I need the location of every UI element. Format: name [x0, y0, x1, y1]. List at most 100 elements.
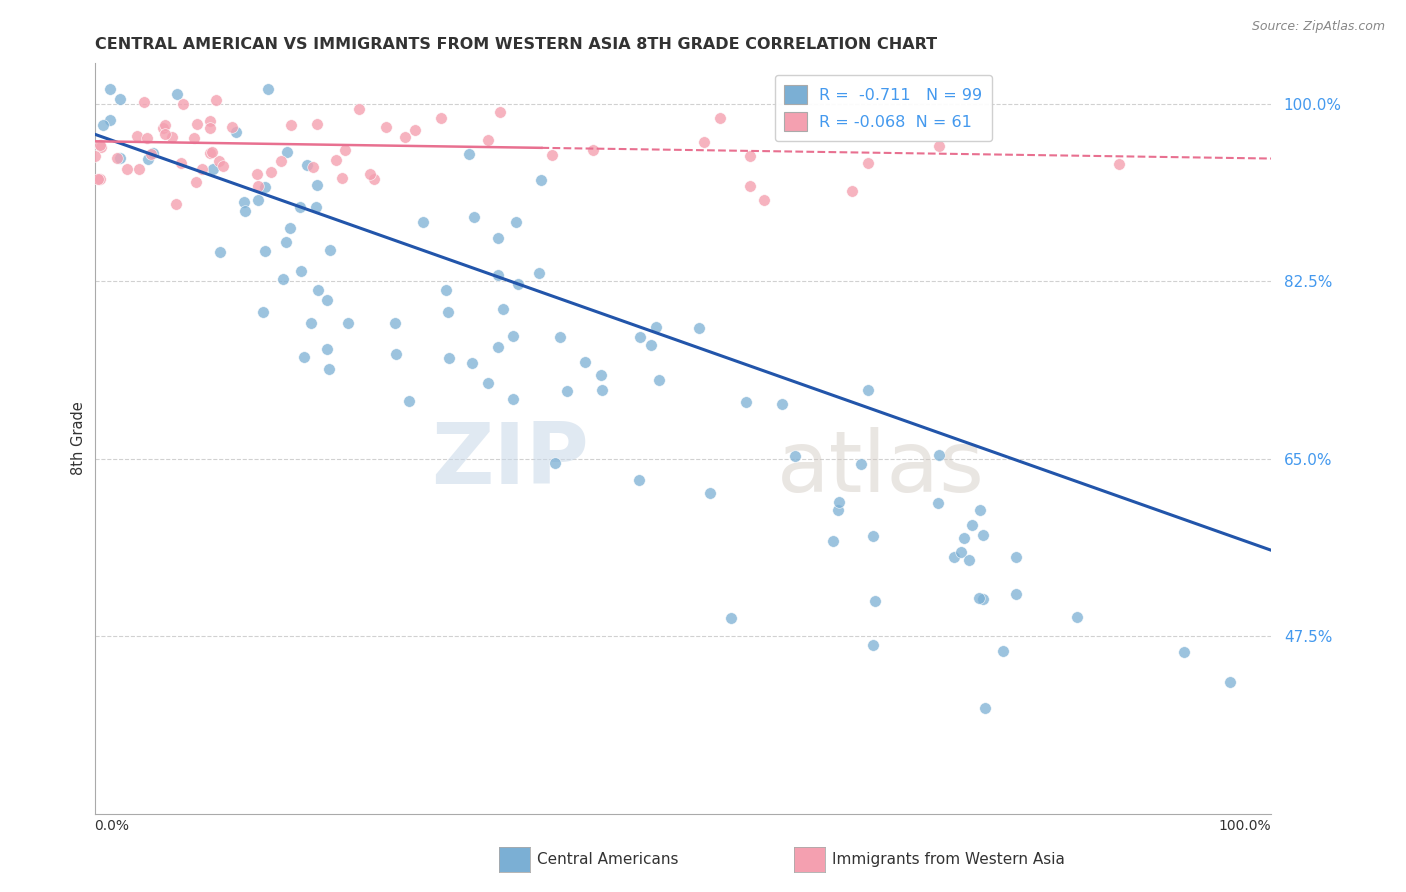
Point — [87, 172, 110, 186]
Point — [233, 204, 256, 219]
Point — [928, 139, 950, 153]
Point — [972, 528, 994, 542]
Point — [307, 178, 329, 193]
Point — [785, 449, 807, 463]
Point — [292, 350, 315, 364]
Point — [136, 131, 159, 145]
Point — [486, 268, 509, 282]
Point — [89, 171, 111, 186]
Point — [139, 146, 162, 161]
Point — [252, 304, 274, 318]
Point — [429, 111, 451, 125]
Point — [201, 145, 224, 159]
Point — [333, 143, 356, 157]
Point — [128, 162, 150, 177]
Point — [530, 173, 553, 187]
Point — [486, 340, 509, 354]
Text: Central Americans: Central Americans — [537, 853, 679, 867]
Point — [477, 376, 499, 391]
Point — [198, 114, 221, 128]
Point — [100, 81, 122, 95]
Point — [1108, 157, 1130, 171]
Point — [709, 111, 731, 125]
Point — [550, 330, 572, 344]
Point — [305, 117, 328, 131]
Point — [302, 160, 325, 174]
Point — [183, 131, 205, 145]
Text: atlas: atlas — [776, 427, 984, 510]
Point — [290, 264, 312, 278]
Point — [827, 503, 849, 517]
Point — [93, 118, 115, 132]
Point — [541, 147, 564, 161]
Point — [752, 193, 775, 207]
Point — [688, 321, 710, 335]
Text: Immigrants from Western Asia: Immigrants from Western Asia — [832, 853, 1066, 867]
Text: CENTRAL AMERICAN VS IMMIGRANTS FROM WESTERN ASIA 8TH GRADE CORRELATION CHART: CENTRAL AMERICAN VS IMMIGRANTS FROM WEST… — [94, 37, 936, 53]
Point — [276, 235, 298, 249]
Point — [943, 549, 966, 564]
Point — [198, 146, 221, 161]
Point — [974, 701, 997, 715]
Point — [160, 130, 183, 145]
Point — [260, 165, 283, 179]
Point — [115, 161, 138, 176]
Point — [1219, 674, 1241, 689]
Point — [492, 301, 515, 316]
Point — [295, 158, 318, 172]
Point — [307, 284, 329, 298]
Point — [1005, 550, 1028, 565]
Text: ZIP: ZIP — [430, 419, 589, 502]
Point — [280, 220, 302, 235]
Point — [589, 368, 612, 382]
Text: 100.0%: 100.0% — [1218, 819, 1271, 833]
Point — [574, 355, 596, 369]
Point — [489, 105, 512, 120]
Point — [108, 151, 131, 165]
Point — [166, 87, 188, 101]
Point — [186, 117, 208, 131]
Point — [972, 591, 994, 606]
Point — [142, 146, 165, 161]
Point — [993, 644, 1015, 658]
Point — [232, 194, 254, 209]
Point — [862, 638, 884, 652]
Point — [458, 147, 481, 161]
Point — [827, 495, 849, 509]
Text: 0.0%: 0.0% — [94, 819, 129, 833]
Point — [502, 329, 524, 343]
Point — [527, 267, 550, 281]
Point — [720, 611, 742, 625]
Point — [347, 103, 370, 117]
Point — [134, 95, 156, 110]
Point — [928, 448, 950, 462]
Point — [863, 593, 886, 607]
Point — [172, 96, 194, 111]
Point — [271, 271, 294, 285]
Point — [363, 172, 385, 186]
Legend: R =  -0.711   N = 99, R = -0.068  N = 61: R = -0.711 N = 99, R = -0.068 N = 61 — [775, 75, 993, 141]
Point — [316, 293, 339, 307]
Point — [434, 284, 457, 298]
Point — [208, 153, 231, 168]
Point — [858, 156, 880, 170]
Point — [105, 151, 128, 165]
Point — [463, 210, 485, 224]
Point — [394, 130, 416, 145]
Point — [315, 342, 337, 356]
Point — [138, 152, 160, 166]
Point — [486, 231, 509, 245]
Point — [246, 193, 269, 207]
Point — [950, 545, 973, 559]
Point — [437, 304, 460, 318]
Point — [83, 148, 105, 162]
Point — [299, 316, 322, 330]
Point — [205, 93, 228, 107]
Point — [152, 120, 174, 135]
Point — [198, 120, 221, 135]
Point — [201, 161, 224, 176]
Point — [505, 215, 527, 229]
Point — [225, 125, 247, 139]
Point — [257, 81, 280, 95]
Point — [628, 330, 651, 344]
